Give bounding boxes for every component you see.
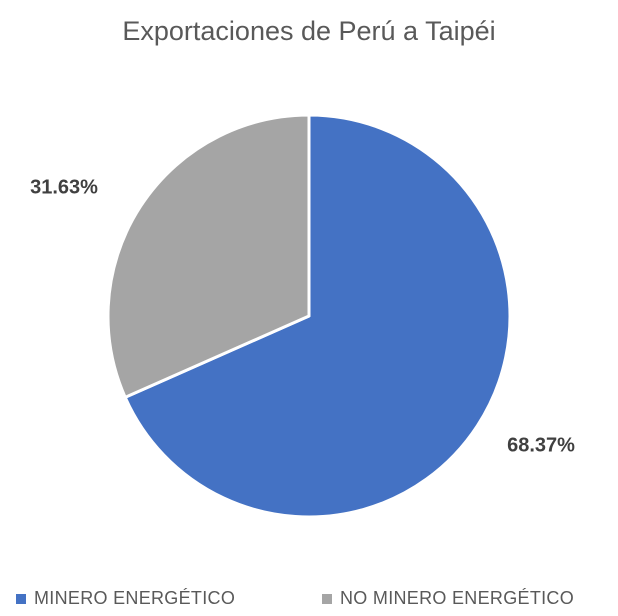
data-label-0: 68.37% (507, 434, 575, 456)
chart-title: Exportaciones de Perú a Taipéi (122, 16, 495, 46)
legend-label-1: NO MINERO ENERGÉTICO (340, 588, 574, 608)
legend-swatch-0 (16, 594, 26, 604)
legend-item-0: MINERO ENERGÉTICO (16, 588, 235, 608)
pie-slices (106, 113, 512, 519)
legend-item-1: NO MINERO ENERGÉTICO (322, 588, 574, 608)
pie-slice-minero-energ-tico (123, 113, 512, 519)
legend-label-0: MINERO ENERGÉTICO (34, 588, 235, 608)
pie-slice-no-minero-energ-tico (106, 113, 311, 399)
legend-swatch-1 (322, 594, 332, 604)
pie-data-labels: 68.37% 31.63% (30, 176, 575, 456)
data-label-1: 31.63% (30, 176, 98, 198)
legend: MINERO ENERGÉTICO NO MINERO ENERGÉTICO (16, 588, 574, 608)
